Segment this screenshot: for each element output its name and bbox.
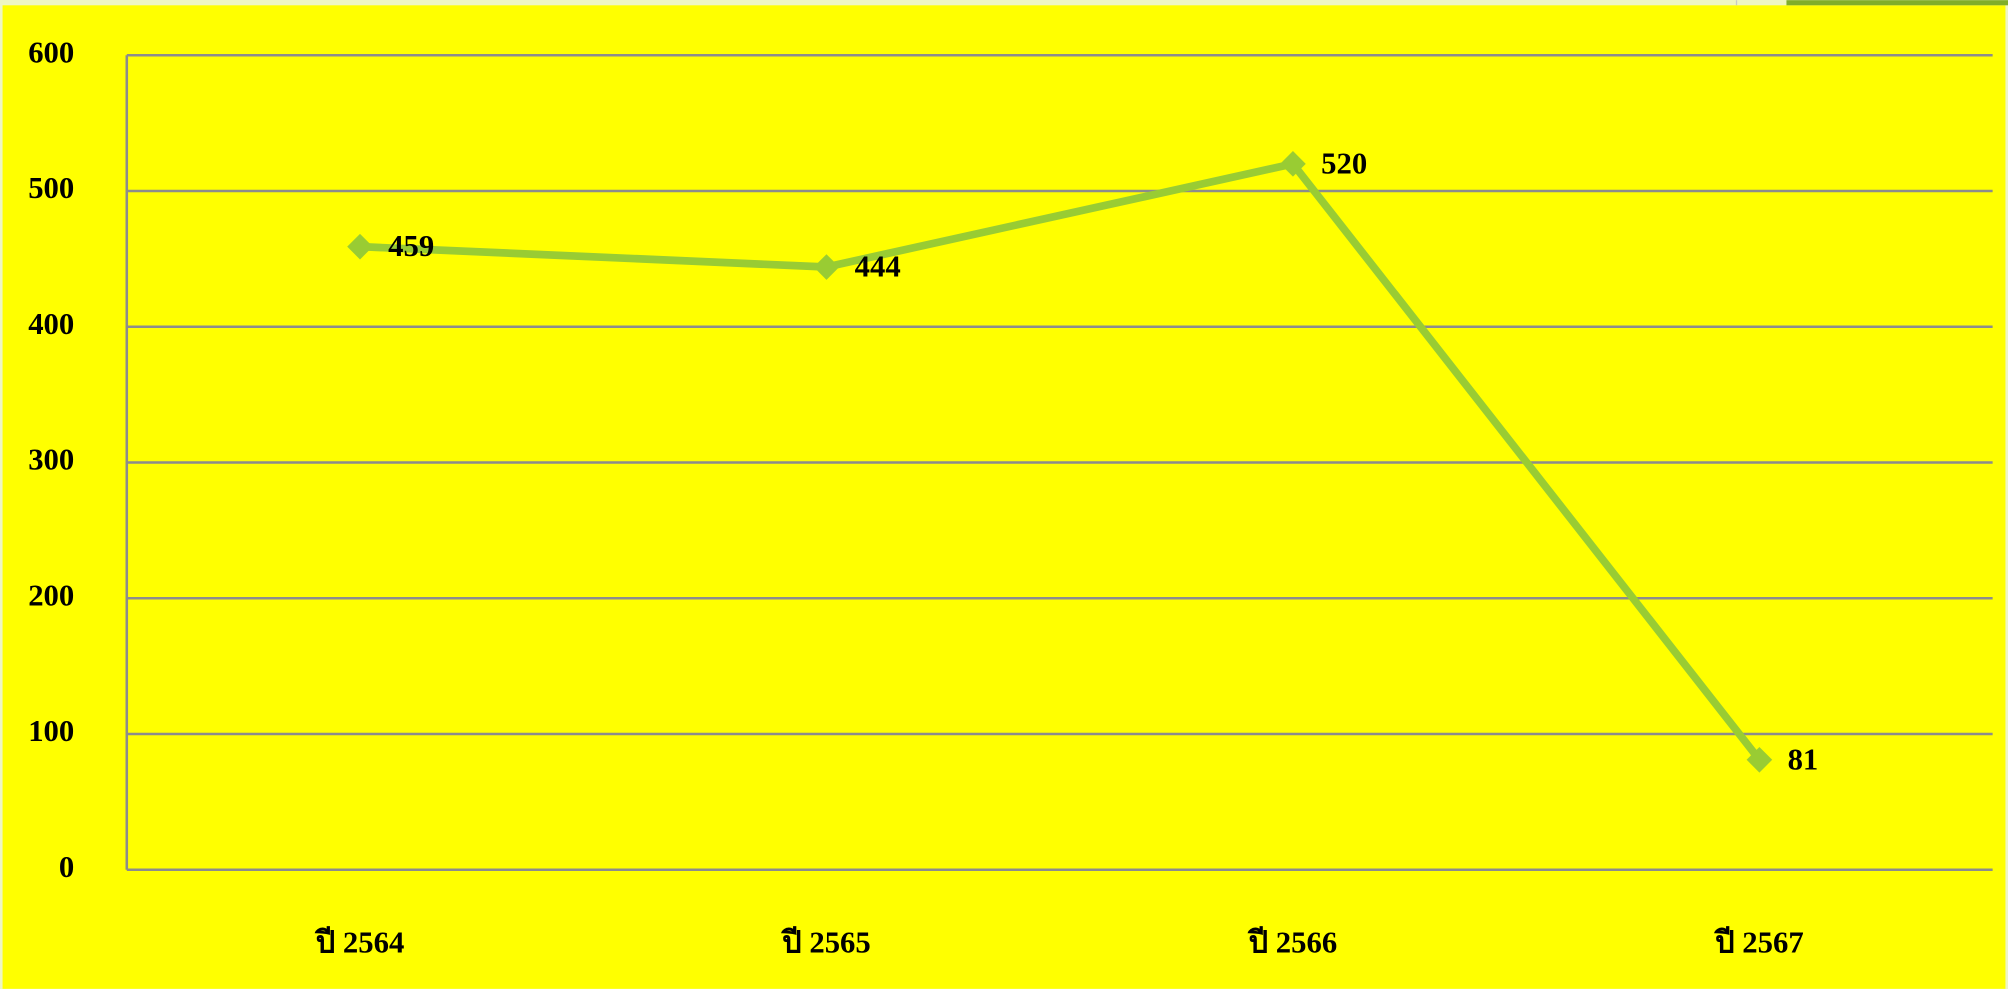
y-tick-label: 500 — [28, 171, 74, 205]
y-tick-label: 200 — [28, 578, 74, 612]
y-tick-label: 600 — [28, 35, 74, 69]
data-label: 444 — [855, 250, 901, 284]
y-tick-label: 300 — [28, 443, 74, 477]
x-tick-label: ปี 2566 — [1247, 925, 1337, 959]
marker — [347, 233, 373, 260]
data-label: 520 — [1321, 146, 1367, 180]
x-tick-label: ปี 2565 — [781, 925, 871, 959]
chart-background — [2, 5, 2006, 989]
line-series — [359, 160, 1763, 763]
y-tick-label: 0 — [59, 850, 74, 884]
x-tick-label: ปี 2564 — [314, 925, 404, 959]
corner-accent — [1786, 0, 2008, 6]
marker — [813, 254, 840, 280]
data-label: 81 — [1788, 742, 1819, 776]
marker — [1280, 151, 1306, 177]
x-tick-label: ปี 2567 — [1714, 925, 1804, 959]
data-label: 459 — [388, 229, 434, 263]
y-tick-label: 100 — [28, 714, 74, 748]
marker — [1746, 746, 1773, 773]
y-tick-label: 400 — [28, 307, 74, 341]
